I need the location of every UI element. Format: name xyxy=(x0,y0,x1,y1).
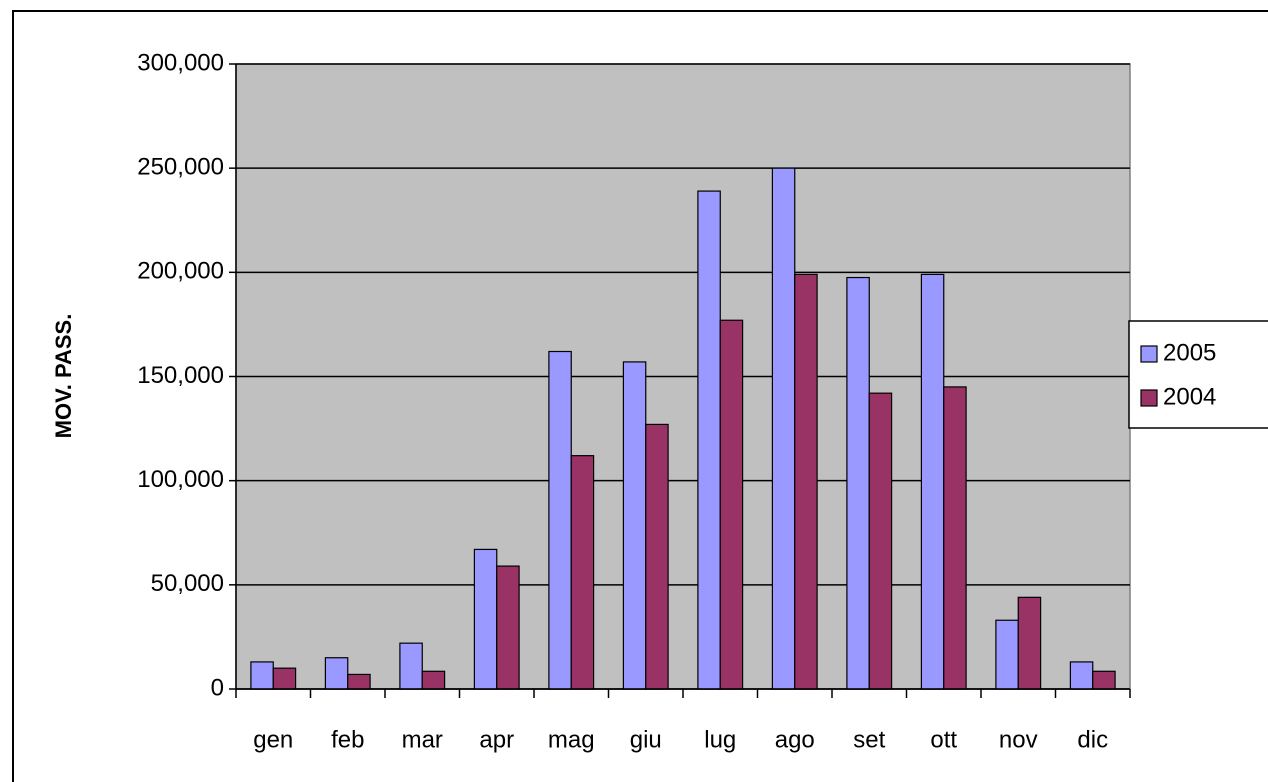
y-tick-label: 100,000 xyxy=(137,466,224,493)
bar xyxy=(250,661,274,690)
bar xyxy=(1017,596,1042,690)
y-tick-label: 0 xyxy=(211,674,224,701)
x-tick-label: dic xyxy=(1077,726,1108,753)
bar xyxy=(399,642,423,690)
legend-label: 2004 xyxy=(1163,383,1216,410)
bar xyxy=(719,319,744,690)
y-axis-label: MOV. PASS. xyxy=(51,314,76,439)
bar xyxy=(868,392,893,690)
bar xyxy=(1092,670,1116,690)
x-tick-label: set xyxy=(853,726,885,753)
x-tick-label: giu xyxy=(630,726,662,753)
bar xyxy=(548,350,572,690)
y-tick-label: 200,000 xyxy=(137,258,224,285)
x-tick-label: nov xyxy=(999,726,1038,753)
x-tick-label: mar xyxy=(402,726,443,753)
bar xyxy=(622,361,647,690)
bar xyxy=(995,619,1019,690)
x-tick-label: ott xyxy=(930,726,957,753)
bar xyxy=(272,667,297,690)
x-tick-label: lug xyxy=(704,726,736,753)
bar xyxy=(697,190,721,690)
y-tick-label: 50,000 xyxy=(151,570,224,597)
bar xyxy=(1069,661,1094,690)
bar xyxy=(846,276,870,690)
x-tick-label: feb xyxy=(331,726,364,753)
y-tick-label: 250,000 xyxy=(137,154,224,181)
y-tick-label: 300,000 xyxy=(137,49,224,76)
bar xyxy=(570,455,595,690)
bar xyxy=(324,657,349,690)
bar xyxy=(794,273,818,690)
x-tick-label: ago xyxy=(775,726,815,753)
x-tick-label: apr xyxy=(479,726,514,753)
y-tick-label: 150,000 xyxy=(137,362,224,389)
legend-box xyxy=(1128,320,1268,429)
x-tick-label: gen xyxy=(253,726,293,753)
bar xyxy=(943,386,967,690)
legend-swatch xyxy=(1140,389,1158,407)
bar xyxy=(771,167,796,690)
legend-label: 2005 xyxy=(1163,339,1216,366)
bar xyxy=(347,673,371,690)
bar xyxy=(496,565,520,690)
bar xyxy=(920,273,945,690)
x-tick-label: mag xyxy=(548,726,595,753)
bar xyxy=(645,423,669,690)
bar xyxy=(421,670,446,690)
bar xyxy=(473,548,498,690)
legend-swatch xyxy=(1140,345,1158,363)
